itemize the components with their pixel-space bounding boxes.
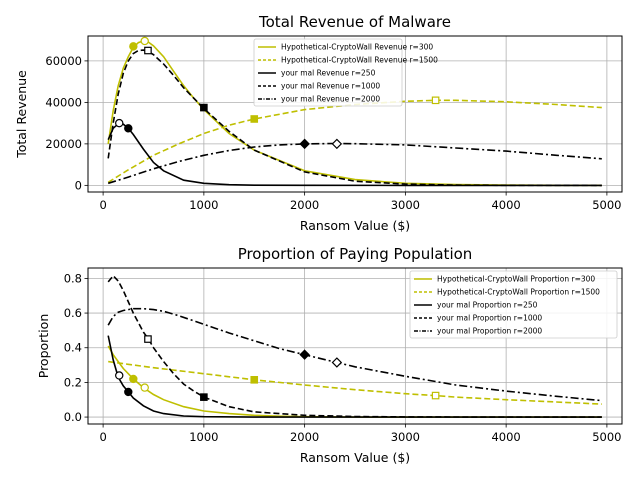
y-tick-label: 40000 — [45, 95, 82, 109]
y-tick-label: 0.8 — [64, 271, 82, 285]
data-point — [140, 36, 149, 46]
legend-label: your mal Revenue r=2000 — [281, 95, 380, 104]
legend-box — [409, 270, 618, 339]
series-line — [107, 49, 602, 187]
legend-label: Hypothetical-CryptoWall Proportion r=150… — [437, 288, 600, 297]
legend-label: your mal Proportion r=250 — [437, 301, 538, 310]
x-tick-label: 2000 — [290, 198, 319, 212]
y-tick-label: 0 — [75, 178, 82, 192]
x-tick-label: 3000 — [391, 430, 420, 444]
legend-label: your mal Proportion r=1000 — [437, 314, 542, 323]
series-line — [107, 99, 602, 183]
data-point — [331, 138, 343, 150]
revenue-chart: Total Revenue of Malware Ransom Value ($… — [14, 13, 623, 233]
legend-label: your mal Revenue r=1000 — [281, 82, 380, 91]
series-line — [108, 360, 602, 405]
chart-title: Proportion of Paying Population — [238, 245, 473, 263]
data-point — [200, 103, 208, 112]
plot-area — [107, 36, 602, 187]
data-point — [299, 349, 310, 360]
x-axis-label: Ransom Value ($) — [300, 450, 410, 465]
proportion-chart: Proportion of Paying Population Ransom V… — [36, 245, 623, 465]
legend: Hypothetical-CryptoWall Revenue r=300 Hyp… — [253, 38, 438, 107]
x-tick-label: 1000 — [189, 430, 218, 444]
y-tick-label: 0.2 — [64, 375, 82, 389]
data-point — [331, 357, 343, 368]
data-point — [115, 371, 124, 380]
legend-label: Hypothetical-CryptoWall Revenue r=1500 — [281, 56, 438, 65]
y-tick-label: 20000 — [45, 137, 82, 151]
series-line — [107, 274, 602, 418]
series-line — [107, 307, 602, 402]
series-line — [107, 142, 602, 185]
data-point — [299, 138, 310, 150]
axes-frame — [87, 35, 623, 193]
data-point — [144, 335, 152, 343]
x-tick-label: 3000 — [391, 198, 420, 212]
series-line — [107, 335, 602, 418]
x-tick-label: 2000 — [290, 430, 319, 444]
plot-area — [107, 274, 602, 418]
y-axis-label: Total Revenue — [14, 70, 29, 159]
data-point — [140, 383, 149, 392]
y-tick-label: 0.4 — [64, 341, 82, 355]
x-tick-label: 4000 — [491, 430, 520, 444]
axes-frame — [87, 267, 623, 425]
data-point — [250, 115, 259, 123]
legend-label: Hypothetical-CryptoWall Proportion r=300 — [437, 275, 595, 284]
legend-box — [253, 38, 403, 107]
data-point — [115, 118, 124, 128]
legend: Hypothetical-CryptoWall Proportion r=300… — [409, 270, 618, 339]
y-tick-label: 0.0 — [64, 410, 82, 424]
x-tick-label: 5000 — [592, 198, 621, 212]
x-tick-label: 4000 — [491, 198, 520, 212]
y-axis-label: Proportion — [36, 314, 51, 379]
x-tick-label: 0 — [99, 430, 106, 444]
legend-label: your mal Proportion r=2000 — [437, 327, 542, 336]
data-point — [431, 391, 440, 400]
data-point — [200, 393, 208, 401]
data-point — [129, 374, 138, 384]
data-point — [250, 376, 259, 384]
data-point — [144, 46, 152, 55]
x-tick-label: 5000 — [592, 430, 621, 444]
x-tick-label: 1000 — [189, 198, 218, 212]
y-tick-label: 0.6 — [64, 306, 82, 320]
x-axis-label: Ransom Value ($) — [300, 218, 410, 233]
data-point — [431, 96, 440, 105]
y-tick-label: 60000 — [45, 54, 82, 68]
data-point — [129, 42, 138, 51]
legend-label: Hypothetical-CryptoWall Revenue r=300 — [281, 43, 433, 52]
x-tick-label: 0 — [99, 198, 106, 212]
data-point — [124, 387, 133, 397]
data-point — [124, 124, 133, 133]
legend-label: your mal Revenue r=250 — [281, 69, 376, 78]
chart-title: Total Revenue of Malware — [258, 13, 451, 31]
series-line — [107, 122, 602, 187]
